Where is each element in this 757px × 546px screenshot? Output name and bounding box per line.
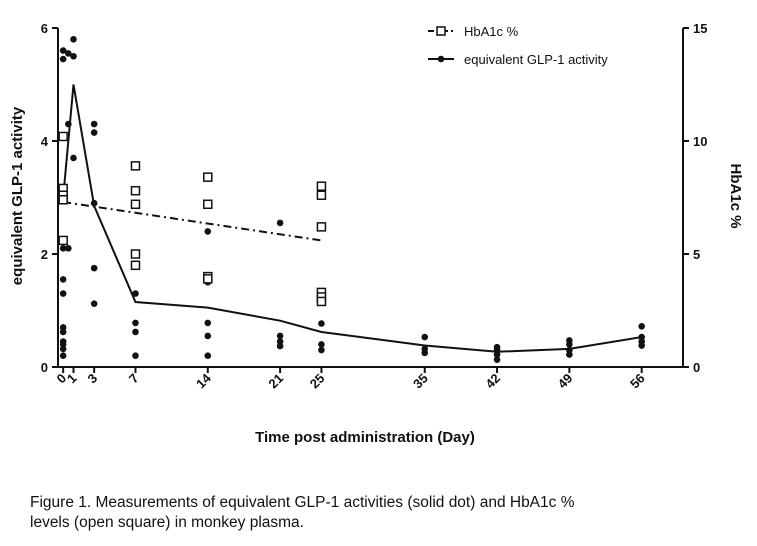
glp1-point <box>204 332 212 340</box>
glp1-point <box>493 346 501 354</box>
glp1-point <box>59 352 67 360</box>
y-right-axis-title: HbA1c % <box>727 163 744 228</box>
hba1c-point <box>316 222 327 232</box>
hba1c-point <box>58 235 68 246</box>
glp1-point <box>638 323 645 330</box>
hba1c-point <box>203 172 213 182</box>
glp1-point <box>132 319 139 327</box>
glp1-point <box>59 290 67 297</box>
glp1-point <box>59 55 67 63</box>
glp1-point <box>59 47 67 54</box>
x-tick-label: 56 <box>627 371 648 392</box>
glp1-point <box>318 346 325 354</box>
glp1-point <box>59 324 67 331</box>
glp1-point <box>421 333 429 341</box>
glp1-mean-line <box>62 84 642 353</box>
glp1-point <box>318 320 325 327</box>
glp1-point <box>70 36 77 43</box>
glp1-point <box>493 351 501 358</box>
glp1-point <box>276 342 284 350</box>
x-tick-label: 14 <box>193 370 214 391</box>
x-tick-label: 42 <box>482 371 503 392</box>
x-tick-label: 7 <box>126 371 142 387</box>
hba1c-point <box>130 199 141 210</box>
x-tick-label: 21 <box>265 371 286 392</box>
y-right-tick-label: 15 <box>693 21 707 36</box>
y-left-tick-label: 2 <box>41 247 48 262</box>
y-left-tick-label: 6 <box>41 21 48 36</box>
x-tick-label: 25 <box>307 371 328 392</box>
glp1-point <box>132 328 139 336</box>
glp1-point <box>59 338 67 345</box>
glp1-point <box>204 352 212 360</box>
glp1-point <box>638 333 645 341</box>
x-tick-label: 49 <box>555 371 576 392</box>
glp1-point <box>65 120 72 128</box>
glp1-point <box>638 342 645 349</box>
glp1-point <box>65 50 72 57</box>
glp1-point <box>421 349 429 357</box>
chart-text: Time post administration (Day) equivalen… <box>9 106 744 446</box>
glp1-point <box>566 341 573 348</box>
glp1-point <box>65 245 72 252</box>
hba1c-point <box>316 190 327 200</box>
hba1c-point <box>203 274 213 284</box>
y-right-tick-label: 0 <box>693 360 700 375</box>
glp1-point <box>70 154 77 162</box>
plot-area <box>58 36 645 363</box>
hba1c-point <box>203 199 213 210</box>
glp1-point <box>59 276 67 283</box>
glp1-point <box>132 352 139 360</box>
glp1-point <box>318 341 325 348</box>
hba1c-point <box>316 181 327 191</box>
glp1-point <box>204 228 212 235</box>
hba1c-point <box>130 260 141 271</box>
hba1c-point <box>58 131 68 142</box>
glp1-point <box>276 338 284 345</box>
glp1-point <box>493 356 501 363</box>
glp1-point <box>204 319 212 327</box>
glp1-point <box>132 290 139 297</box>
glp1-point <box>59 245 67 252</box>
legend-hba1c-label: HbA1c % <box>464 24 519 39</box>
hba1c-mean-line <box>63 201 322 242</box>
glp1-point <box>90 199 98 207</box>
hba1c-point <box>58 195 68 205</box>
legend-hba1c-marker <box>436 26 446 36</box>
glp1-point <box>90 120 98 128</box>
glp1-point <box>90 129 98 136</box>
y-left-axis-title: equivalent GLP-1 activity <box>9 106 26 285</box>
glp1-point <box>566 346 573 354</box>
glp1-point <box>59 345 67 353</box>
glp1-point <box>276 219 284 227</box>
glp1-point <box>90 300 98 308</box>
x-tick-label: 3 <box>85 371 101 387</box>
x-axis-title: Time post administration (Day) <box>255 429 475 446</box>
hba1c-point <box>130 185 141 196</box>
y-left-tick-label: 4 <box>41 134 49 149</box>
hba1c-point <box>130 161 141 171</box>
glp1-point <box>566 351 573 358</box>
y-left-tick-label: 0 <box>41 360 48 375</box>
glp1-point <box>70 52 77 60</box>
hba1c-point <box>316 296 327 307</box>
y-right-tick-label: 5 <box>693 247 700 262</box>
glp1-point <box>59 328 67 336</box>
legend-glp1-label: equivalent GLP-1 activity <box>464 52 608 67</box>
x-tick-label: 35 <box>410 371 431 392</box>
glp1-point <box>276 332 284 340</box>
y-right-tick-label: 10 <box>693 134 707 149</box>
caption-line-2: levels (open square) in monkey plasma. <box>30 514 304 531</box>
hba1c-point <box>130 249 141 259</box>
legend: HbA1c % equivalent GLP-1 activity <box>428 24 608 67</box>
legend-glp1-marker <box>437 55 445 63</box>
figure-caption: Figure 1. Measurements of equivalent GLP… <box>30 493 730 533</box>
caption-line-1: Figure 1. Measurements of equivalent GLP… <box>30 494 575 511</box>
glp1-point <box>90 264 98 272</box>
